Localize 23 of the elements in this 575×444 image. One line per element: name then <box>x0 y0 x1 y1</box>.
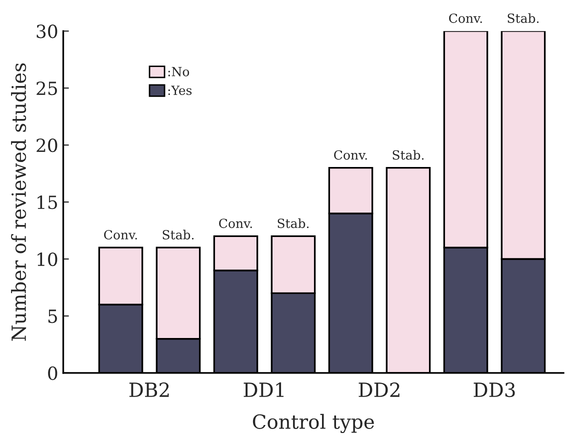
y-tick-label: 30 <box>36 24 58 38</box>
text: DD1 <box>244 382 284 397</box>
y-tick-label: 20 <box>36 138 58 152</box>
annotation: Stab. <box>508 13 539 23</box>
legend-label: :Yes <box>168 86 192 96</box>
y-tick-label: 5 <box>48 310 57 324</box>
y-tick-label: 25 <box>36 82 57 96</box>
annotation: Conv. <box>334 150 367 160</box>
annotation: Conv. <box>104 230 137 240</box>
text: DB2 <box>129 382 169 397</box>
y-tick-label: 15 <box>38 195 57 210</box>
y-tick-label: 10 <box>38 252 58 266</box>
y-axis-title: Number of reviewed studies <box>11 63 26 341</box>
annotation: Conv. <box>219 218 252 228</box>
text: DD2 <box>358 382 400 397</box>
annotation: Stab. <box>278 218 309 228</box>
text: DD3 <box>474 382 515 398</box>
annotation: Conv. <box>449 14 482 23</box>
annotation: Stab. <box>392 150 424 160</box>
legend-label: :No <box>168 67 190 76</box>
x-axis-title: Control type <box>252 414 374 434</box>
y-tick-label: 0 <box>48 366 58 380</box>
annotation: Stab. <box>162 230 194 240</box>
